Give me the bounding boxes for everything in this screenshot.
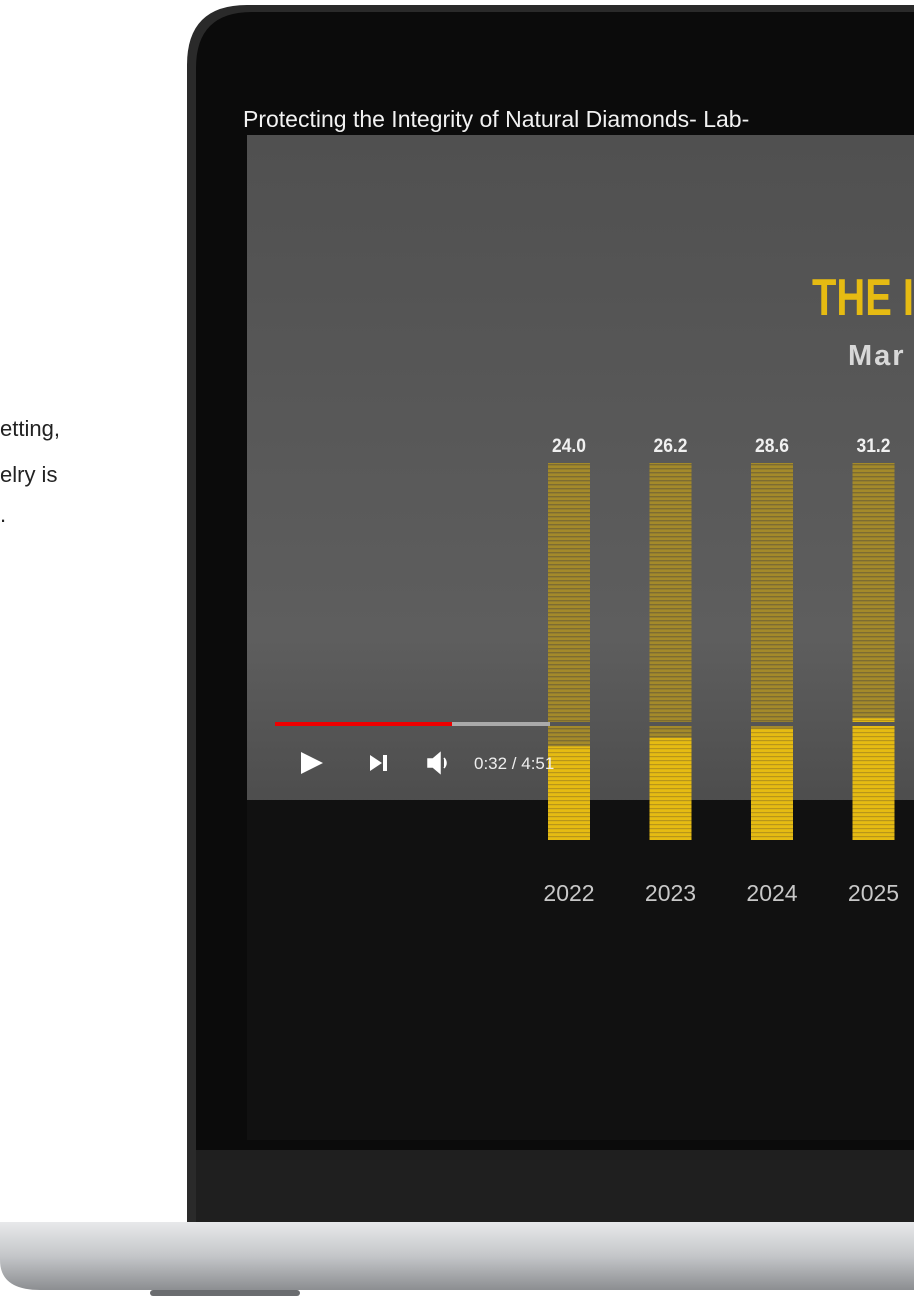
body-text: .: [0, 502, 6, 527]
body-text: etting,: [0, 416, 60, 441]
bar-chart: 24.0 2022 26.2 2023 28.6 2024 31.2 2025: [543, 436, 899, 906]
x-tick-label: 2024: [746, 880, 797, 906]
bar: [548, 746, 590, 840]
time-display: 0:32 / 4:51: [474, 754, 554, 773]
body-text: elry is: [0, 462, 57, 487]
bar: [751, 728, 793, 840]
progress-track[interactable]: [275, 722, 914, 726]
laptop-foot: [150, 1290, 300, 1296]
bar: [649, 737, 692, 840]
x-tick-label: 2023: [645, 880, 696, 906]
next-button[interactable]: [370, 755, 387, 771]
laptop-chin: [196, 1150, 914, 1222]
x-tick-label: 2022: [543, 880, 594, 906]
video-title: Protecting the Integrity of Natural Diam…: [243, 106, 749, 132]
value-label: 28.6: [755, 436, 789, 457]
laptop-base: [0, 1222, 914, 1290]
chart-subtitle: Mar: [848, 340, 906, 372]
chart-title: THE I: [812, 269, 914, 327]
value-label: 31.2: [857, 436, 891, 457]
play-button[interactable]: [301, 752, 323, 774]
progress-played: [275, 722, 452, 726]
x-tick-label: 2025: [848, 880, 899, 906]
volume-button[interactable]: [427, 751, 447, 775]
value-label: 26.2: [654, 436, 688, 457]
value-label: 24.0: [552, 436, 586, 457]
video-letterbox: [247, 800, 914, 1140]
bar: [852, 718, 895, 840]
